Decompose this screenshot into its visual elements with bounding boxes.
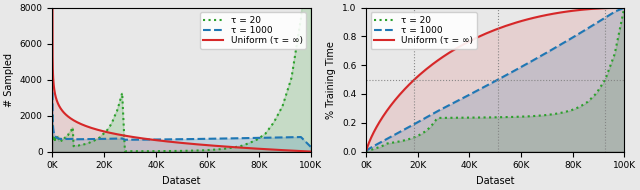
τ = 1000 [49,126,57,128]
Uniform (τ = ∞) [461,43,468,45]
Uniform (τ = ∞) [620,6,628,9]
τ = 20 [555,112,563,114]
Uniform (τ = ∞) [49,54,56,56]
τ = 20 [620,6,628,9]
τ = 20 [130,150,138,152]
τ = 1000 [49,69,56,72]
τ = 20 [517,116,525,118]
Uniform (τ = ∞) [362,150,370,153]
τ = 20 [188,150,196,152]
Uniform (τ = ∞) [60,112,68,114]
τ = 1000 [307,146,314,148]
τ = 20 [49,138,57,140]
τ = 1000 [620,6,628,9]
τ = 1000 [49,69,56,71]
τ = 1000 [49,94,56,96]
Uniform (τ = ∞) [530,17,538,19]
Line: τ = 1000: τ = 1000 [366,8,624,152]
τ = 1000 [517,66,525,68]
τ = 20 [409,137,417,139]
Uniform (τ = ∞) [517,20,525,22]
τ = 20 [530,115,538,117]
Line: τ = 1000: τ = 1000 [52,70,310,147]
τ = 1000 [188,138,196,140]
Uniform (τ = ∞) [183,142,191,145]
τ = 1000 [49,99,56,101]
X-axis label: Dataset: Dataset [476,176,515,186]
Line: τ = 20: τ = 20 [366,8,624,152]
Uniform (τ = ∞) [307,150,314,153]
τ = 1000 [555,44,563,47]
Y-axis label: % Training Time: % Training Time [326,41,337,119]
τ = 1000 [530,59,538,61]
τ = 1000 [49,109,56,112]
Uniform (τ = ∞) [49,6,56,9]
Uniform (τ = ∞) [409,80,417,82]
τ = 1000 [362,150,370,153]
τ = 1000 [461,96,468,98]
τ = 20 [461,116,468,119]
τ = 1000 [575,33,582,35]
τ = 20 [49,134,56,136]
Y-axis label: # Sampled: # Sampled [4,53,14,107]
τ = 20 [49,116,56,118]
Uniform (τ = ∞) [555,12,563,14]
Uniform (τ = ∞) [49,36,56,39]
Line: τ = 20: τ = 20 [52,0,310,151]
Line: Uniform (τ = ∞): Uniform (τ = ∞) [366,8,624,152]
X-axis label: Dataset: Dataset [163,176,201,186]
Line: Uniform (τ = ∞): Uniform (τ = ∞) [52,8,310,152]
τ = 20 [49,131,56,133]
τ = 20 [575,106,582,109]
Uniform (τ = ∞) [575,9,582,11]
τ = 20 [362,150,370,153]
Legend: τ = 20, τ = 1000, Uniform (τ = ∞): τ = 20, τ = 1000, Uniform (τ = ∞) [371,12,477,49]
Legend: τ = 20, τ = 1000, Uniform (τ = ∞): τ = 20, τ = 1000, Uniform (τ = ∞) [200,12,306,49]
Uniform (τ = ∞) [49,42,56,44]
τ = 20 [60,137,68,140]
τ = 20 [49,137,56,139]
τ = 1000 [60,138,68,140]
τ = 1000 [409,124,417,126]
Uniform (τ = ∞) [49,74,57,77]
